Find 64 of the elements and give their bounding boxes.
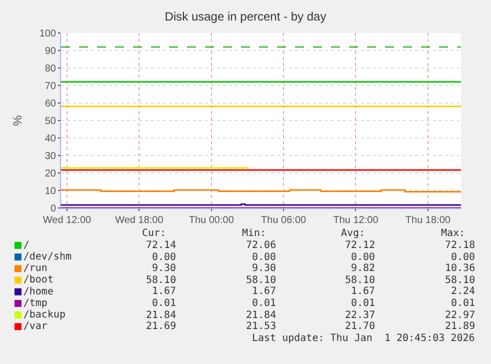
text: 72.14 — [146, 240, 176, 251]
legend-label: /backup — [23, 310, 66, 320]
text: 9.30 — [252, 263, 276, 274]
text: 22.37 — [345, 310, 376, 321]
legend-label: /run — [23, 263, 48, 274]
text: 0.00 — [451, 252, 476, 263]
text: 22.97 — [445, 310, 476, 321]
y-tick-label: 70 — [44, 81, 56, 92]
y-tick-label: 30 — [44, 151, 56, 162]
text: 0.01 — [351, 298, 376, 309]
text: 21.53 — [246, 321, 276, 332]
text: 1.67 — [252, 286, 276, 297]
y-tick-label: 80 — [44, 64, 56, 74]
text: Min: — [242, 228, 266, 239]
text: 58.10 — [445, 275, 476, 286]
chart-title: Disk usage in percent - by day — [164, 9, 326, 24]
text: 21.69 — [146, 321, 176, 332]
y-tick-label: 60 — [44, 98, 56, 110]
y-axis-title: % — [10, 114, 25, 126]
text: 72.06 — [246, 240, 276, 251]
x-tick-label: Thu 12:00 — [333, 215, 379, 226]
text: 21.84 — [146, 310, 176, 321]
text: 1.67 — [351, 286, 376, 297]
text: 58.10 — [246, 275, 276, 286]
text: Last update: Thu Jan 1 20:45:03 2026 — [252, 333, 475, 344]
x-tick-label: Thu 06:00 — [261, 215, 307, 226]
y-tick-label: 90 — [44, 46, 56, 57]
legend-label: /var — [23, 321, 48, 332]
x-tick-label: Wed 18:00 — [115, 215, 164, 226]
y-tick-label: 10 — [44, 186, 56, 197]
text: 0.01 — [451, 298, 476, 309]
text: 0.01 — [152, 298, 176, 309]
y-tick-label: 40 — [44, 134, 56, 144]
legend-label: /dev/shm — [23, 252, 72, 262]
y-tick-label: 0 — [50, 204, 56, 214]
text: 21.70 — [345, 321, 376, 332]
text: 58.10 — [146, 275, 176, 286]
text: 9.30 — [152, 263, 176, 274]
y-tick-label: 20 — [44, 168, 56, 180]
legend-label: /home — [23, 286, 54, 298]
x-tick-label: Thu 18:00 — [405, 215, 451, 226]
text: 21.84 — [246, 310, 276, 321]
text: 10.36 — [445, 263, 476, 274]
text: 1.67 — [152, 286, 176, 297]
text: Max: — [441, 228, 466, 239]
text: 72.18 — [445, 240, 476, 251]
y-tick-label: 50 — [44, 116, 56, 127]
text: 0.01 — [252, 298, 276, 309]
text: 58.10 — [345, 275, 376, 286]
text: Cur: — [142, 228, 166, 239]
text: 9.82 — [351, 263, 376, 274]
y-tick-label: 100 — [39, 28, 56, 40]
legend-label: /boot — [23, 274, 54, 286]
text: Avg: — [341, 228, 366, 239]
text: 0.00 — [351, 252, 376, 263]
text: 2.24 — [451, 286, 476, 297]
text: 72.12 — [345, 240, 376, 251]
legend-label: / — [23, 240, 30, 251]
x-tick-label: Thu 00:00 — [188, 215, 234, 226]
text: 0.00 — [152, 252, 176, 263]
x-tick-label: Wed 12:00 — [42, 215, 92, 226]
text: 0.00 — [252, 252, 276, 263]
text: 21.89 — [445, 321, 476, 332]
legend-label: /tmp — [23, 298, 48, 309]
